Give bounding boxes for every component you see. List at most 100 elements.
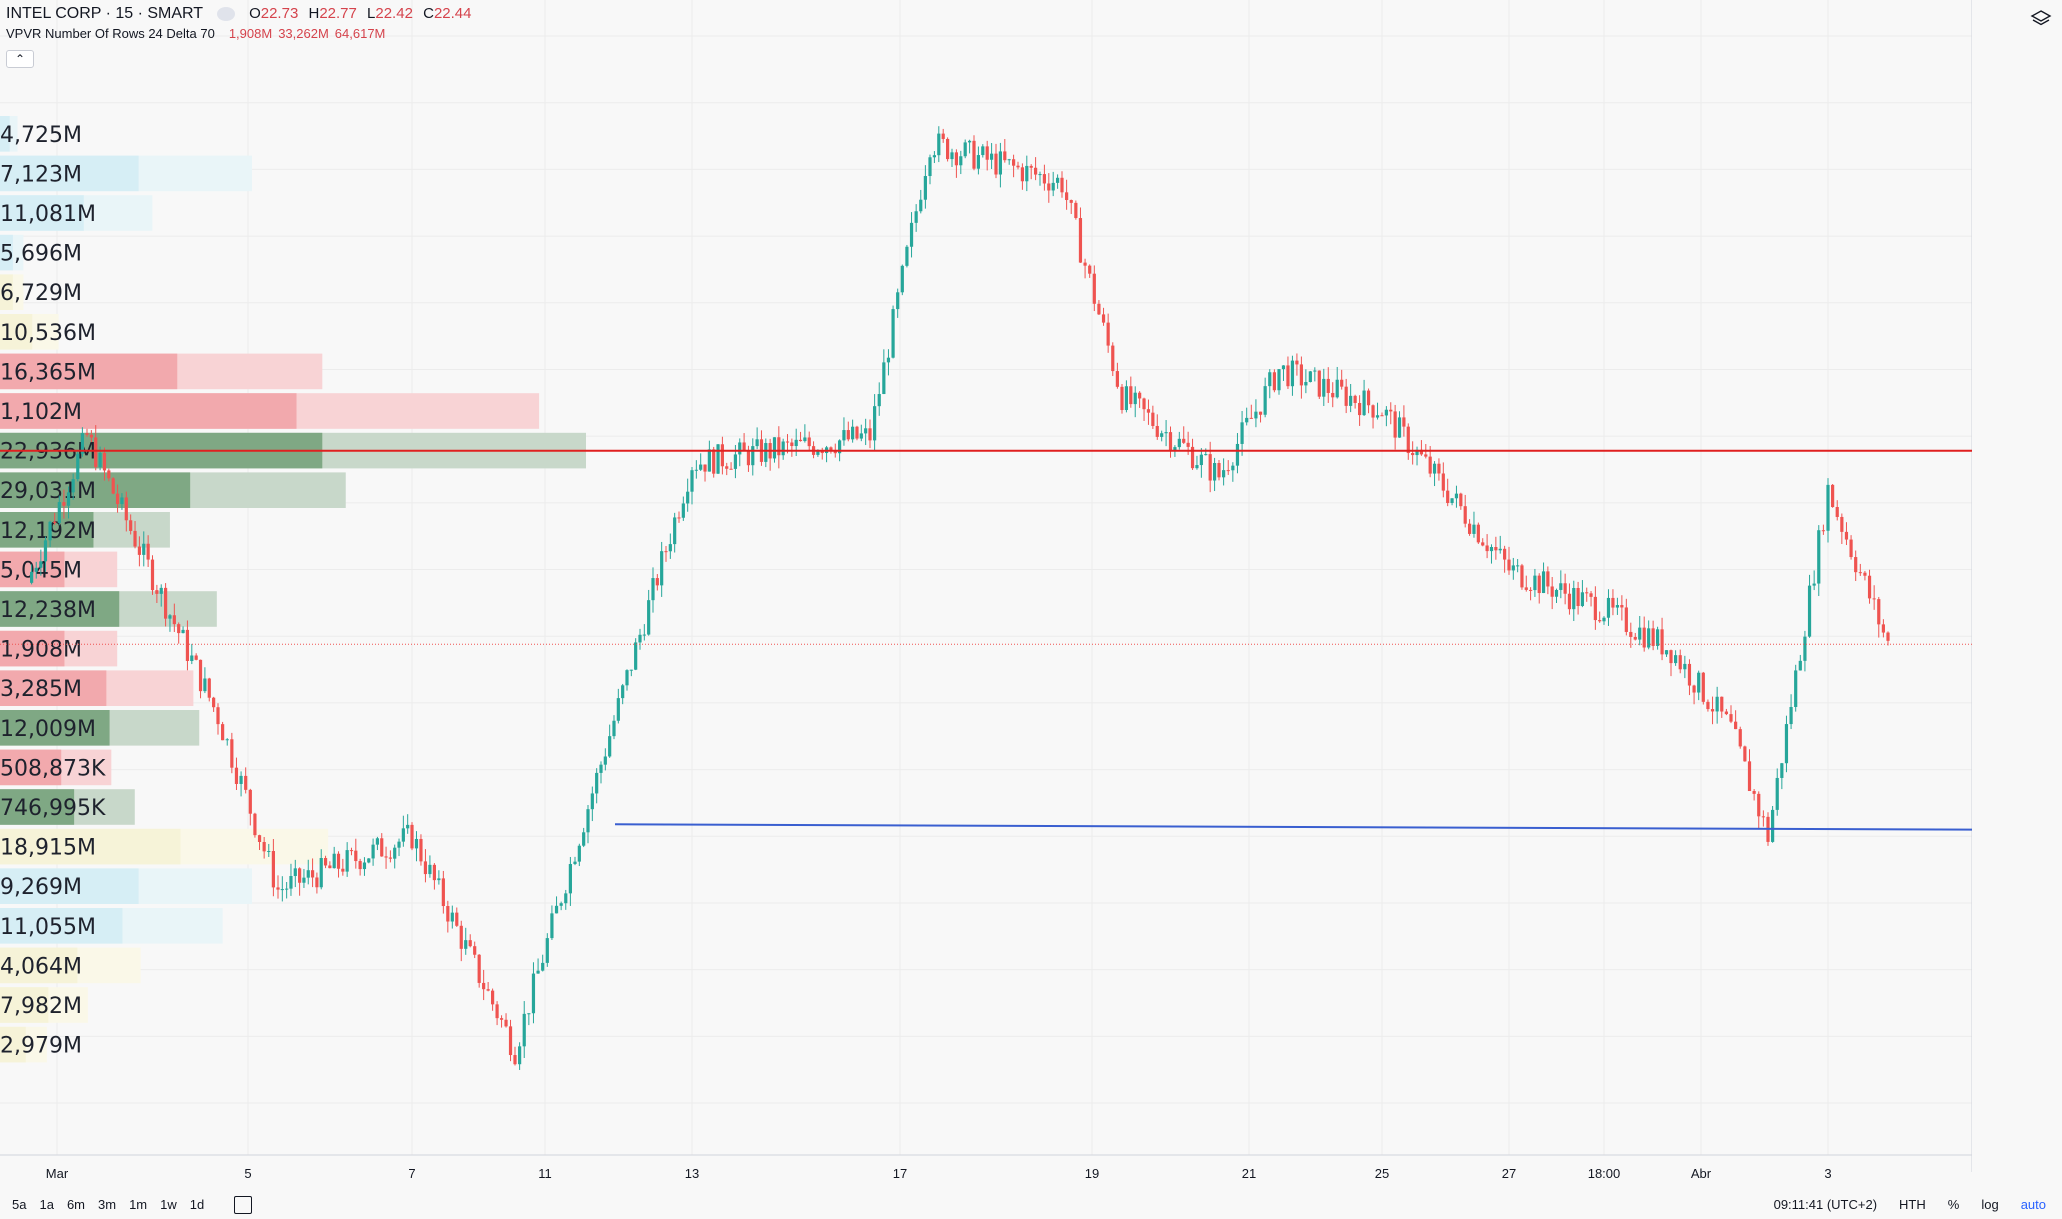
price-chart[interactable]: 4,725M 7,123M 11,081M 5,696M 6,729M 10,536M 16… [0,0,1972,1185]
candle-body [499,1018,504,1020]
candle-body [1821,530,1825,532]
percent-toggle[interactable]: % [1947,1197,1960,1212]
candle-body [1371,405,1375,418]
candle-body [968,140,972,143]
volume-profile-bar-side [0,670,107,706]
volume-profile-label: 5,696M [0,242,82,267]
candle-body [1155,425,1159,437]
range-button-1d[interactable]: 1d [189,1197,205,1212]
candle-body [155,590,159,594]
candle-body [120,497,124,505]
candle-body [1272,372,1276,391]
volume-profile-bar-side [0,828,181,865]
candle-body [1642,627,1646,648]
candle-body [293,868,297,877]
candle-body [1554,589,1559,597]
range-button-1m[interactable]: 1m [129,1197,148,1212]
candle-body [859,433,863,439]
candle-body [1598,620,1602,622]
log-toggle[interactable]: log [1981,1197,1999,1212]
candle-body [1546,571,1550,587]
candle-body [257,835,262,843]
layers-icon[interactable] [2030,8,2052,30]
volume-profile-bar-side [0,710,110,746]
candle-body [1380,415,1384,417]
candle-body [1160,433,1164,437]
candle-body [380,838,384,857]
volume-profile-bar-side [0,947,78,984]
candle-body [1007,159,1011,161]
candle-body [468,940,472,947]
volume-profile-bar-side [0,591,120,627]
candle-body [1411,453,1415,456]
candle-body [362,862,367,870]
trend-line[interactable] [614,823,1972,831]
candle-body [582,832,586,846]
candle-body [573,861,577,865]
time-tick-label: 5 [244,1166,251,1181]
candle-body [371,844,375,859]
candle-body [1789,707,1793,725]
candle-body [248,789,252,814]
range-button-6m[interactable]: 6m [66,1197,85,1212]
candle-body [1831,484,1835,508]
candle-body [1738,729,1742,747]
candle-body [1638,627,1642,640]
candle-body [522,1013,526,1047]
candle-body [1844,531,1849,540]
candle-body [742,442,746,451]
candle-body [1524,587,1528,590]
candle-body [838,440,842,454]
range-button-1w[interactable]: 1w [160,1197,177,1212]
candle-body [1651,628,1655,646]
candle-body [1025,165,1029,182]
bottom-toolbar: 5a 1a 6m 3m 1m 1w 1d 09:11:41 (UTC+2) HTH % lo… [0,1190,2062,1219]
auto-toggle[interactable]: auto [2020,1197,2046,1212]
candle-body [1078,218,1083,263]
chart-background [0,0,1972,1172]
candle-body [1881,624,1885,633]
candle-body [85,433,89,435]
range-button-3m[interactable]: 3m [98,1197,117,1212]
candle-body [1507,559,1511,571]
high-value: 22.77 [319,5,357,22]
candle-body [115,493,120,505]
candle-body [410,824,414,849]
time-tick-label: 27 [1502,1166,1516,1181]
volume-profile-label: 1,102M [0,400,82,425]
range-button-5a[interactable]: 5a [12,1197,27,1212]
candle-body [177,624,181,634]
candle-body [1317,370,1321,397]
session-button[interactable]: HTH [1899,1197,1926,1212]
eye-icon[interactable] [217,7,236,21]
candle-body [194,655,198,660]
range-button-1a[interactable]: 1a [39,1197,54,1212]
symbol-title[interactable]: INTEL CORP · 15 · SMART [6,5,204,22]
chevron-up-icon[interactable]: ⌃ [6,50,34,68]
candle-body [133,530,137,547]
candle-body [1459,493,1463,507]
candle-body [76,453,80,480]
candle-body [341,868,345,872]
calendar-icon[interactable] [234,1195,253,1214]
candle-body [621,685,625,699]
candle-body [1528,589,1533,591]
candle-body [829,447,833,452]
candle-body [1476,524,1480,543]
candle-body [375,838,380,845]
candle-body [168,615,172,619]
candle-body [1115,371,1119,387]
candle-body [1826,484,1830,531]
candle-body [932,155,936,158]
candle-body [1747,761,1752,792]
candle-body [358,861,362,870]
clock-readout[interactable]: 09:11:41 (UTC+2) [1773,1197,1878,1212]
candle-body [446,906,450,922]
candle-body [464,940,468,949]
volume-profile-bar-side [0,472,191,508]
candle-body [651,578,655,601]
candle-body [1384,409,1388,416]
vpvr-title[interactable]: VPVR Number Of Rows 24 Delta 70 [6,26,215,41]
candle-body [349,850,354,852]
candle-body [629,669,633,671]
